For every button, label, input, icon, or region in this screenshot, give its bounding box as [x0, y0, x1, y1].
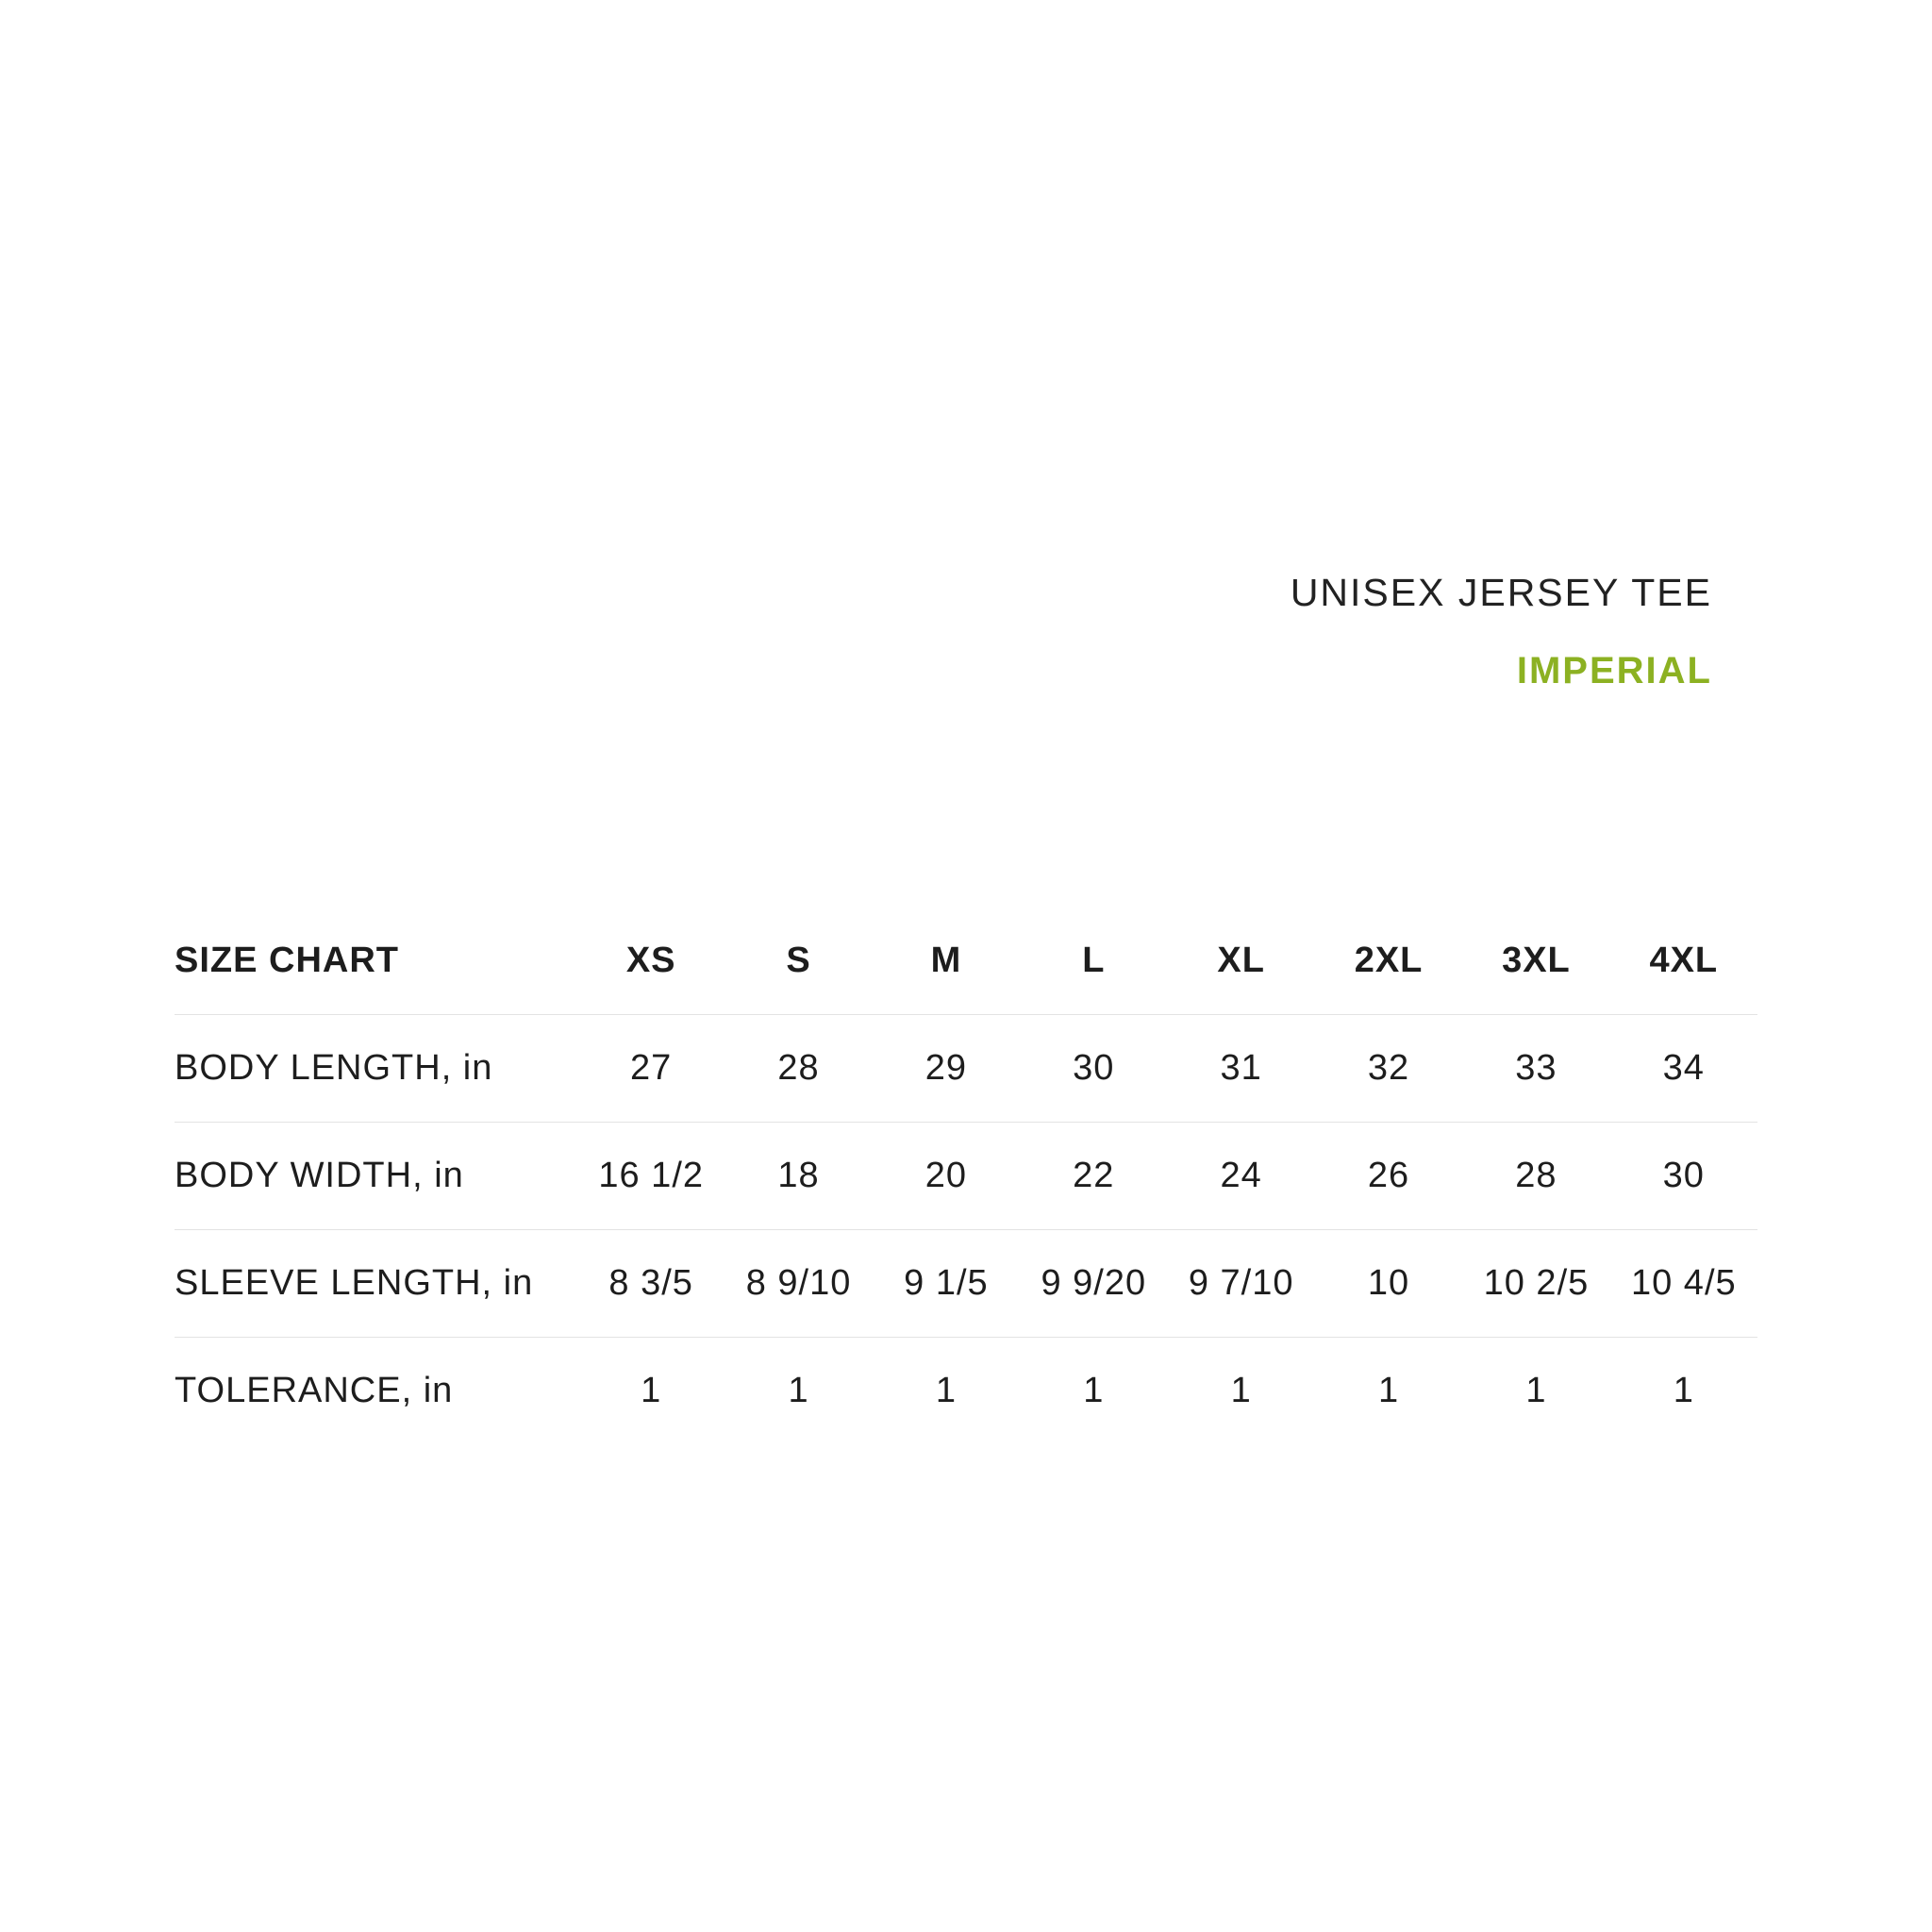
table-title: SIZE CHART	[175, 941, 399, 980]
column-header-3xl: 3XL	[1502, 941, 1571, 980]
row-value: 26	[1367, 1156, 1410, 1195]
row-value: 1	[788, 1371, 809, 1410]
row-value: 34	[1662, 1048, 1705, 1088]
table-row: BODY WIDTH, in 16 1/2 18 20 22 24 26 28 30	[175, 1123, 1757, 1230]
row-value: 1	[1377, 1371, 1400, 1410]
row-value: 22	[1073, 1156, 1115, 1195]
product-header: UNISEX JERSEY TEE IMPERIAL	[1290, 571, 1712, 691]
row-label: BODY WIDTH, in	[175, 1156, 464, 1195]
row-value: 10	[1367, 1263, 1410, 1303]
row-value: 1	[1673, 1371, 1694, 1410]
row-value: 28	[777, 1048, 820, 1088]
row-value: 1	[1083, 1371, 1105, 1410]
row-value: 1	[1230, 1371, 1252, 1410]
column-header-4xl: 4XL	[1649, 941, 1719, 980]
table-header-row: SIZE CHART XS S M L XL 2XL 3XL 4XL	[175, 908, 1757, 1015]
row-value: 8 3/5	[608, 1263, 693, 1303]
row-value: 27	[630, 1048, 673, 1088]
row-value: 1	[935, 1371, 957, 1410]
row-value: 10 4/5	[1630, 1263, 1737, 1303]
row-label: SLEEVE LENGTH, in	[175, 1263, 534, 1303]
row-value: 9 7/10	[1188, 1263, 1294, 1303]
row-label: BODY LENGTH, in	[175, 1048, 493, 1088]
column-header-xl: XL	[1217, 941, 1265, 980]
column-header-m: M	[930, 941, 962, 980]
row-value: 16 1/2	[598, 1156, 705, 1195]
unit-system-label: IMPERIAL	[1516, 650, 1712, 691]
column-header-xs: XS	[625, 941, 676, 980]
table-row: SLEEVE LENGTH, in 8 3/5 8 9/10 9 1/5 9 9/20 9…	[175, 1230, 1757, 1338]
column-header-l: L	[1082, 941, 1106, 980]
row-value: 9 9/20	[1041, 1263, 1147, 1303]
column-header-2xl: 2XL	[1354, 941, 1424, 980]
row-value: 33	[1515, 1048, 1557, 1088]
row-value: 28	[1515, 1156, 1557, 1195]
row-value: 18	[777, 1156, 820, 1195]
row-value: 10 2/5	[1483, 1263, 1590, 1303]
row-value: 9 1/5	[904, 1263, 989, 1303]
product-title: UNISEX JERSEY TEE	[1290, 571, 1712, 614]
row-value: 8 9/10	[745, 1263, 852, 1303]
row-value: 20	[924, 1156, 968, 1195]
column-header-s: S	[786, 941, 811, 980]
row-value: 32	[1367, 1048, 1410, 1088]
row-value: 30	[1073, 1048, 1115, 1088]
size-chart-table: SIZE CHART XS S M L XL 2XL 3XL 4XL BODY LENGTH, i…	[175, 908, 1757, 1444]
table-row: BODY LENGTH, in 27 28 29 30 31 32 33 34	[175, 1015, 1757, 1123]
row-value: 1	[1525, 1371, 1547, 1410]
row-value: 30	[1662, 1156, 1705, 1195]
row-value: 29	[924, 1048, 968, 1088]
row-value: 31	[1220, 1048, 1262, 1088]
table-row: TOLERANCE, in 1 1 1 1 1 1 1 1	[175, 1338, 1757, 1444]
row-value: 1	[641, 1371, 662, 1410]
row-value: 24	[1220, 1156, 1262, 1195]
row-label: TOLERANCE, in	[175, 1371, 454, 1410]
